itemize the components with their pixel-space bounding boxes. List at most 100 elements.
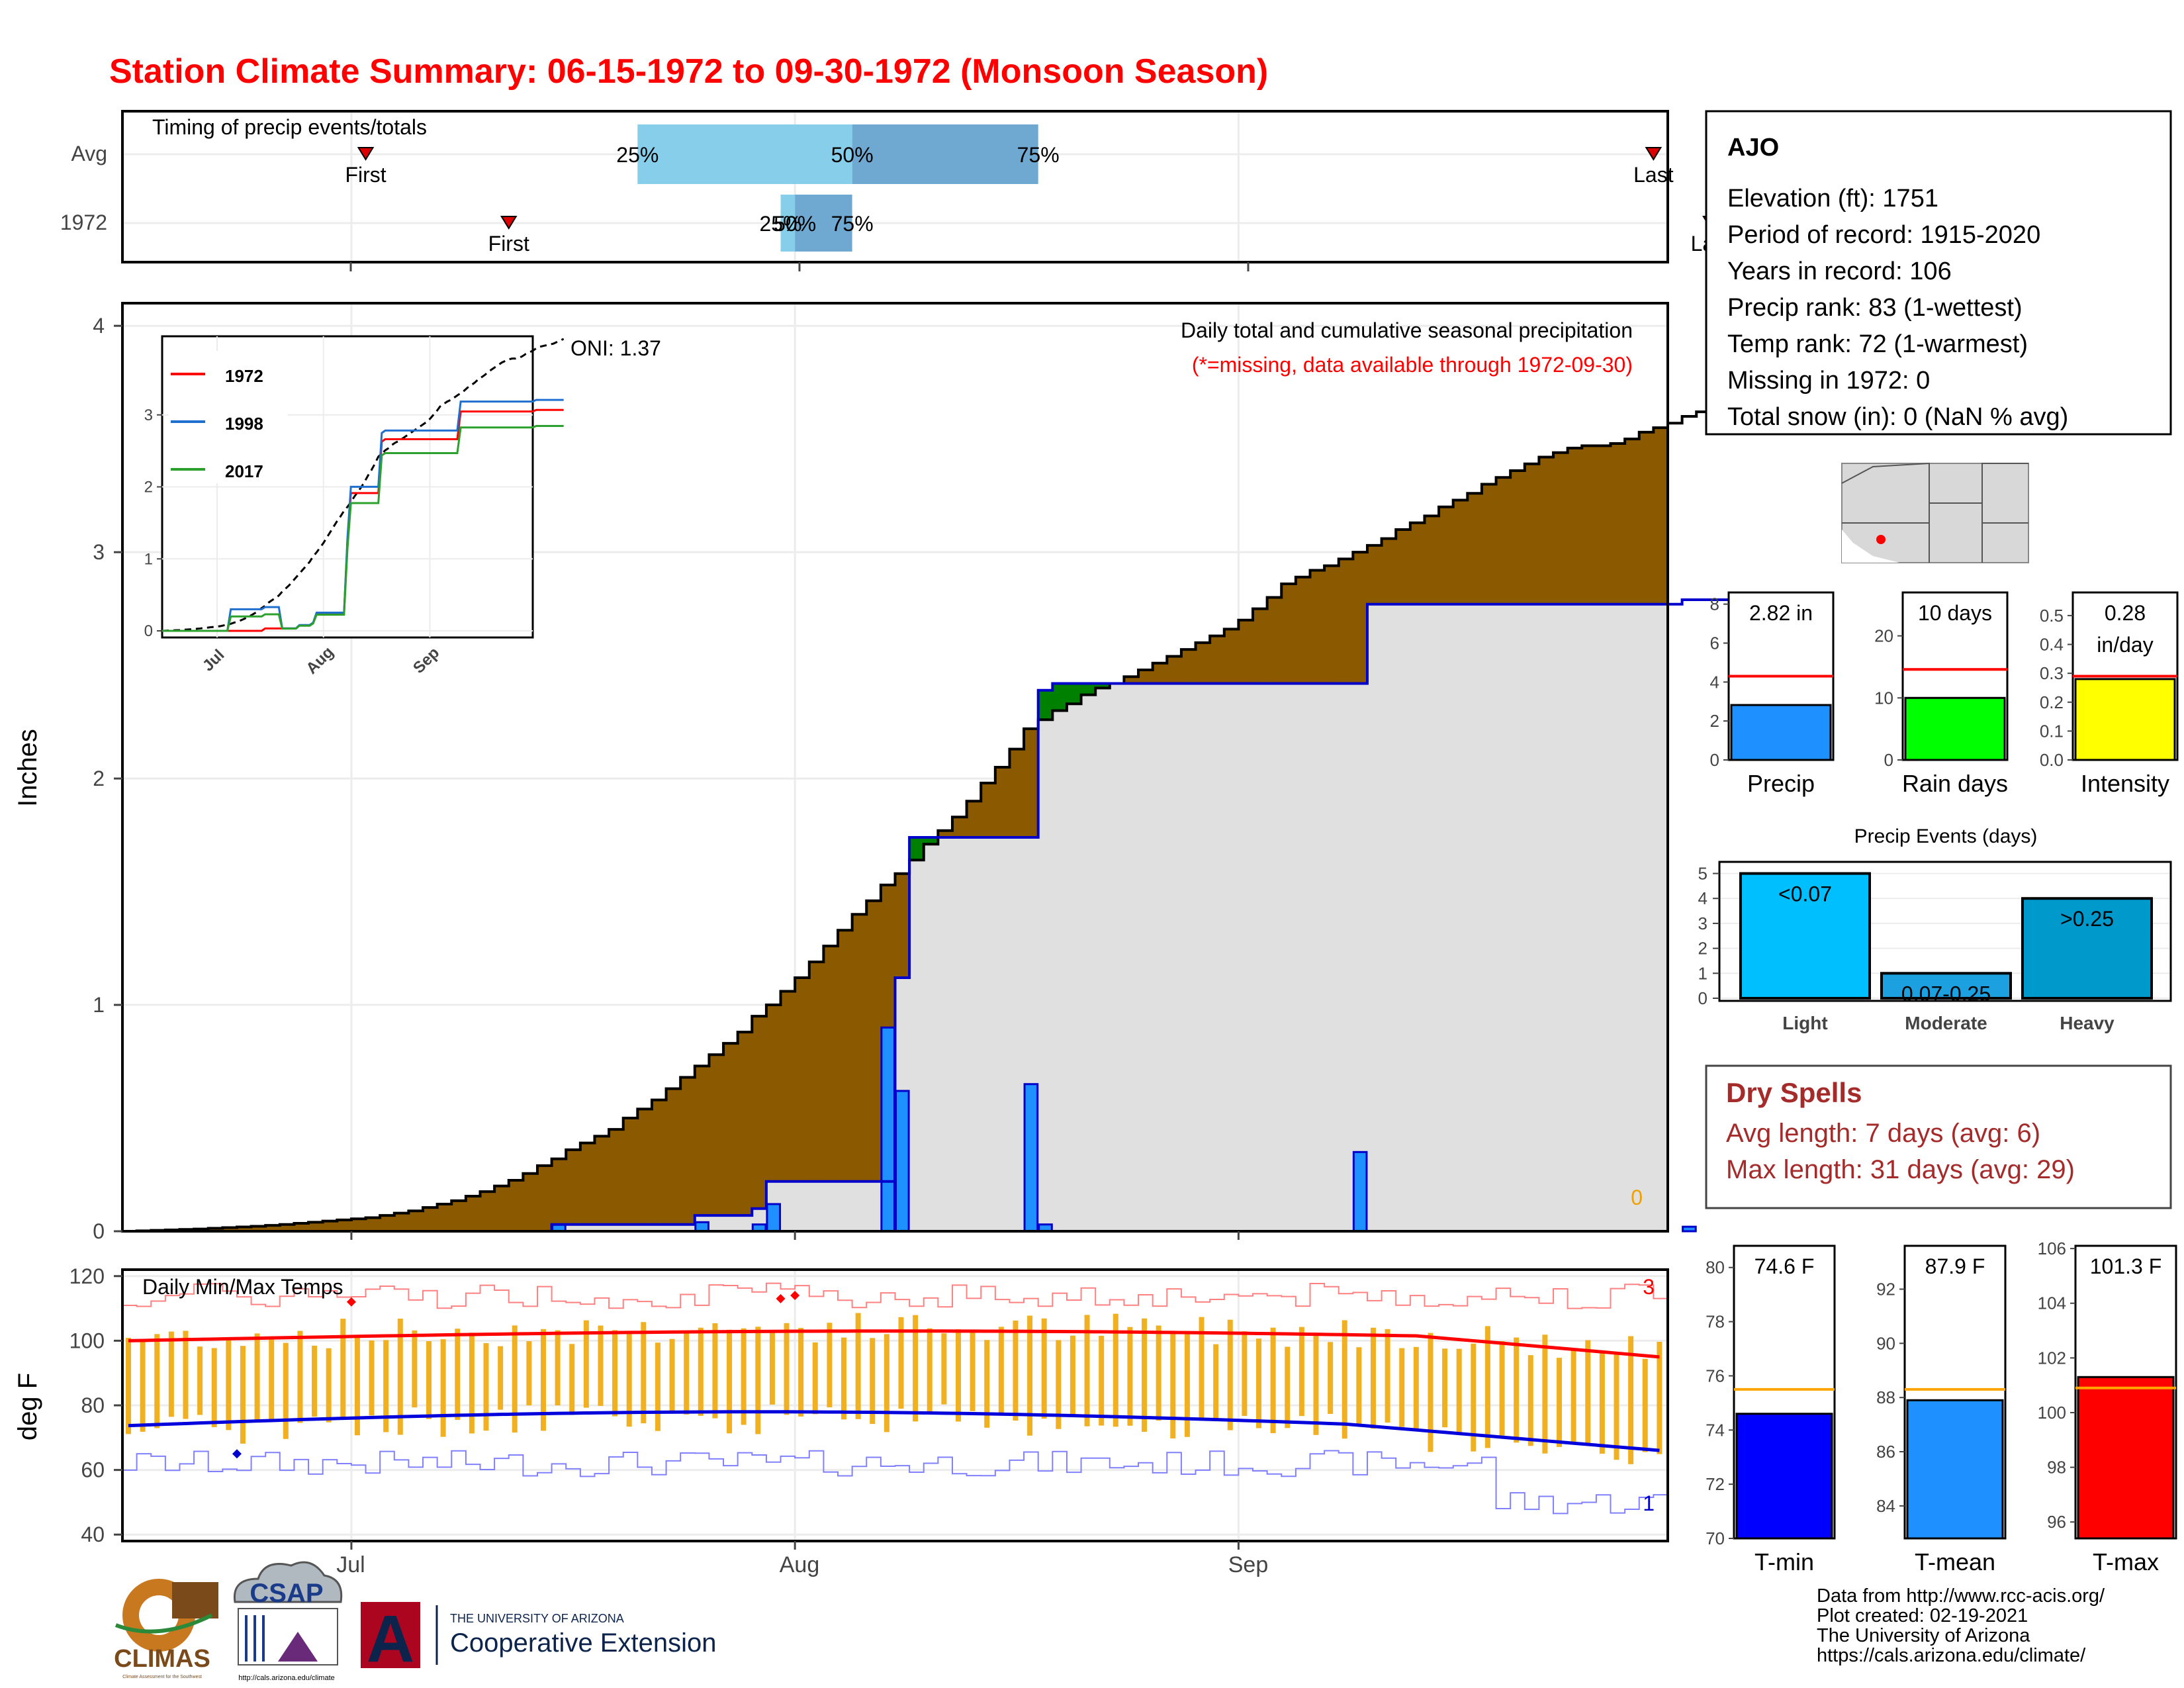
precip-gray-fill	[1524, 604, 1540, 1231]
precip-deficit-fill	[1281, 584, 1297, 684]
precip-surplus-fill	[1066, 683, 1082, 704]
precip-gray-fill	[780, 1181, 796, 1231]
precip-gray-fill	[1081, 694, 1096, 1231]
precip-gray-fill	[1453, 604, 1468, 1231]
temp-daily-range-bar	[698, 1327, 704, 1416]
temp-daily-range-bar	[1084, 1315, 1090, 1427]
climas-logo-text: CLIMAS	[114, 1645, 210, 1673]
precip-deficit-fill	[1439, 506, 1454, 604]
precip-y-tick-label: 1	[93, 993, 105, 1017]
station-info-box: AJO Elevation (ft): 1751 Period of record…	[1705, 110, 2172, 436]
timing-p25-label: 25%	[760, 212, 802, 236]
temp-metric-tick-label: 72	[1706, 1474, 1725, 1494]
temp-daily-range-bar	[769, 1330, 775, 1405]
temp-daily-range-bar	[712, 1323, 718, 1419]
precip-metric-category-label: Precip	[1747, 770, 1815, 797]
footer-credits: Data from http://www.rcc-acis.org/ Plot …	[1817, 1585, 2105, 1666]
precip-deficit-fill	[1367, 545, 1383, 604]
temp-metric-category-label: T-min	[1754, 1548, 1814, 1575]
precip-deficit-fill	[709, 1055, 724, 1216]
temp-daily-range-bar	[1614, 1352, 1619, 1460]
precip-metric-tick-label: 0.1	[2040, 721, 2064, 741]
precip-metrics-bars: 0 2 4 6 8 2.82 in Precip 0 10 20 10 days Rain days 0…	[1710, 591, 2179, 797]
temp-daily-range-bar	[1428, 1333, 1433, 1452]
precip-deficit-fill	[1453, 500, 1468, 604]
ua-logo-line1: THE UNIVERSITY OF ARIZONA	[450, 1612, 624, 1625]
precip-gray-fill	[1481, 604, 1497, 1231]
events-category-label: Moderate	[1905, 1013, 1987, 1033]
temp-daily-range-bar	[1184, 1331, 1190, 1437]
precip-deficit-fill	[780, 991, 796, 1182]
temp-daily-range-bar	[1399, 1348, 1405, 1427]
temp-metric-tick-label: 74	[1706, 1420, 1725, 1440]
temp-daily-range-bar	[1557, 1358, 1563, 1447]
precip-daily-bar	[1352, 1150, 1368, 1233]
dry-spells-title: Dry Spells	[1726, 1077, 1862, 1108]
precip-deficit-fill	[294, 1223, 309, 1231]
temp-record-high-line	[122, 1282, 1668, 1309]
precip-deficit-fill	[981, 782, 996, 838]
precip-metric-category-label: Rain days	[1902, 770, 2008, 797]
precip-gray-fill	[981, 837, 996, 1231]
precip-gray-fill	[1424, 604, 1439, 1231]
temp-daily-range-bar	[1270, 1327, 1276, 1434]
temp-daily-range-bar	[483, 1343, 489, 1431]
precip-deficit-fill	[1596, 445, 1612, 604]
temp-daily-range-bar	[827, 1323, 833, 1407]
precip-metric-tick-label: 0	[1710, 750, 1719, 770]
timing-p75-label: 75%	[1017, 143, 1060, 167]
temp-metric-value-label: 87.9 F	[1925, 1254, 1985, 1278]
precip-metric-tick-label: 4	[1710, 672, 1719, 692]
precip-deficit-fill	[351, 1219, 367, 1231]
temp-daily-range-bar	[913, 1315, 919, 1422]
precip-deficit-fill	[938, 830, 953, 838]
events-bar	[2021, 897, 2153, 1000]
temp-metric-tick-label: 104	[2038, 1293, 2066, 1313]
precip-deficit-fill	[1467, 493, 1482, 604]
precip-daily-bar	[895, 1090, 910, 1233]
precip-gray-fill	[1410, 604, 1426, 1231]
temp-daily-range-bar	[1041, 1318, 1047, 1419]
precip-deficit-fill	[551, 1158, 567, 1225]
station-info-line: Missing in 1972: 0	[1727, 367, 1930, 395]
temp-daily-range-bar	[955, 1329, 961, 1422]
precip-surplus-fill	[909, 837, 925, 861]
precip-daily-bar	[880, 1026, 896, 1233]
precip-gray-fill	[1396, 604, 1411, 1231]
precip-metric-tick-label: 0.4	[2040, 635, 2064, 655]
precip-deficit-fill	[279, 1224, 295, 1231]
temp-daily-range-bar	[1142, 1318, 1148, 1432]
precip-gray-fill	[1009, 837, 1024, 1231]
precip-deficit-fill	[580, 1143, 596, 1225]
precip-surplus-fill	[1081, 683, 1096, 695]
csap-logo-text: CSAP	[250, 1579, 323, 1608]
temp-daily-range-bar	[1370, 1327, 1376, 1429]
temp-daily-range-bar	[1213, 1344, 1219, 1422]
precip-deficit-fill	[966, 801, 981, 838]
temp-top-count: 3	[1643, 1275, 1655, 1299]
precip-gray-fill	[1138, 683, 1154, 1231]
precip-deficit-fill	[337, 1219, 352, 1231]
temp-daily-range-bar	[197, 1346, 203, 1415]
temp-metric-tick-label: 86	[1876, 1442, 1895, 1462]
precip-gray-fill	[709, 1215, 724, 1231]
precip-deficit-fill	[523, 1173, 538, 1231]
temp-daily-range-bar	[326, 1348, 332, 1423]
timing-panel: Timing of precip events/totals Avg 1972 …	[60, 110, 1731, 271]
precip-metric-tick-label: 0.5	[2040, 606, 2064, 626]
ua-logo-letter: A	[367, 1602, 414, 1676]
precip-deficit-fill	[1152, 663, 1167, 684]
precip-deficit-fill	[1238, 620, 1253, 684]
temp-metric-tick-label: 70	[1706, 1528, 1725, 1548]
precip-deficit-fill	[637, 1109, 653, 1225]
events-bar	[1880, 972, 2012, 1000]
temp-daily-range-bar	[512, 1325, 518, 1433]
temp-daily-range-bar	[426, 1341, 432, 1419]
temp-metric-tick-label: 88	[1876, 1387, 1895, 1407]
temp-metric-category-label: T-max	[2093, 1548, 2159, 1575]
inset-y-tick-label: 3	[144, 406, 153, 424]
timing-box-lower	[780, 195, 796, 252]
precip-y-tick-label: 3	[93, 540, 105, 564]
precip-deficit-fill	[494, 1186, 510, 1231]
